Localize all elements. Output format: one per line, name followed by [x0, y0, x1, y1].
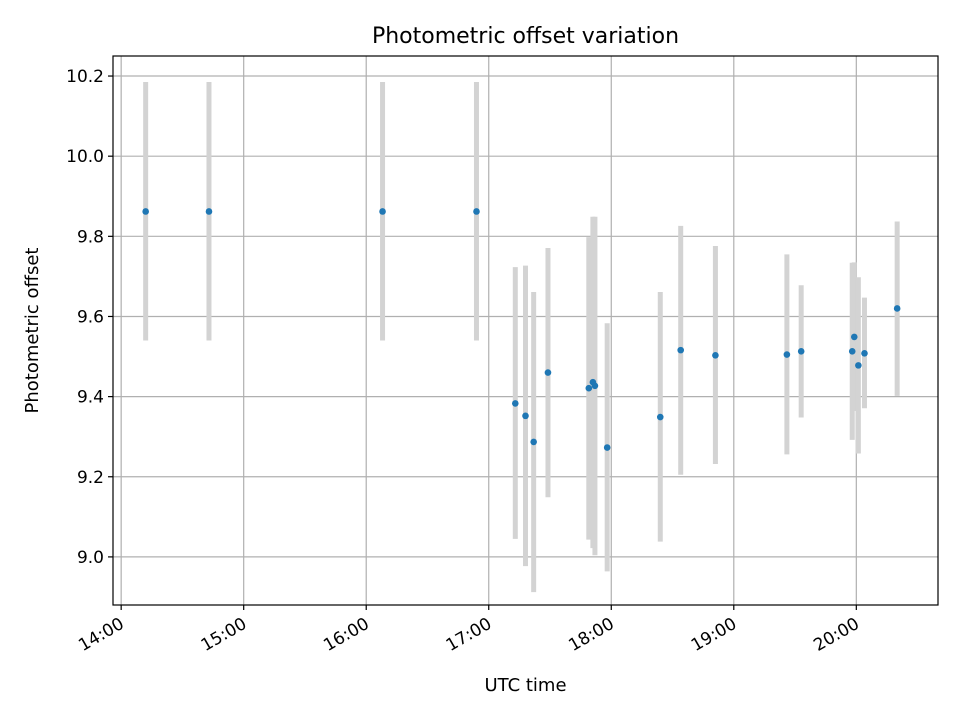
data-point	[850, 333, 858, 341]
y-tick-label: 9.0	[77, 548, 104, 568]
x-tick-label: 20:00	[810, 614, 862, 656]
x-tick-label: 19:00	[688, 614, 740, 656]
y-axis-label: Photometric offset	[22, 248, 43, 414]
x-tick-label: 15:00	[198, 614, 250, 656]
data-point	[677, 346, 684, 354]
data-point	[712, 352, 719, 359]
data-point	[656, 413, 664, 421]
y-tick-label: 9.2	[77, 468, 104, 488]
y-tick-label: 9.6	[77, 307, 104, 327]
data-points	[142, 208, 901, 451]
y-axis-ticks: 9.0 9.2 9.4 9.6 9.8 10.0 10.2	[66, 67, 113, 568]
data-point	[591, 382, 599, 390]
data-point	[603, 444, 611, 451]
data-point	[797, 348, 805, 355]
data-point	[585, 384, 593, 392]
grid-lines	[113, 56, 938, 605]
data-point	[522, 412, 529, 420]
data-point	[205, 208, 213, 215]
y-tick-label: 10.0	[66, 147, 104, 167]
x-axis-label: UTC time	[484, 675, 566, 696]
x-tick-label: 17:00	[443, 614, 495, 656]
data-point	[848, 348, 856, 355]
data-point	[855, 362, 862, 369]
data-point	[530, 438, 537, 446]
x-axis-ticks: 14:00 15:00 16:00 17:00 18:00 19:00 20:00	[75, 605, 863, 656]
x-tick-label: 16:00	[320, 614, 372, 656]
x-tick-label: 18:00	[565, 614, 617, 656]
x-tick-label: 14:00	[75, 614, 127, 656]
data-point	[473, 208, 480, 215]
plot-frame	[112, 55, 939, 606]
data-point	[861, 350, 868, 357]
y-tick-label: 9.8	[77, 227, 104, 247]
data-point	[783, 351, 791, 358]
data-point	[511, 400, 519, 407]
error-bars	[143, 82, 900, 593]
y-tick-label: 9.4	[77, 388, 104, 408]
y-tick-label: 10.2	[66, 67, 104, 87]
data-point	[379, 208, 386, 215]
data-point	[893, 305, 901, 312]
data-point	[544, 369, 552, 376]
data-point	[142, 208, 149, 215]
chart-title: Photometric offset variation	[372, 24, 679, 49]
